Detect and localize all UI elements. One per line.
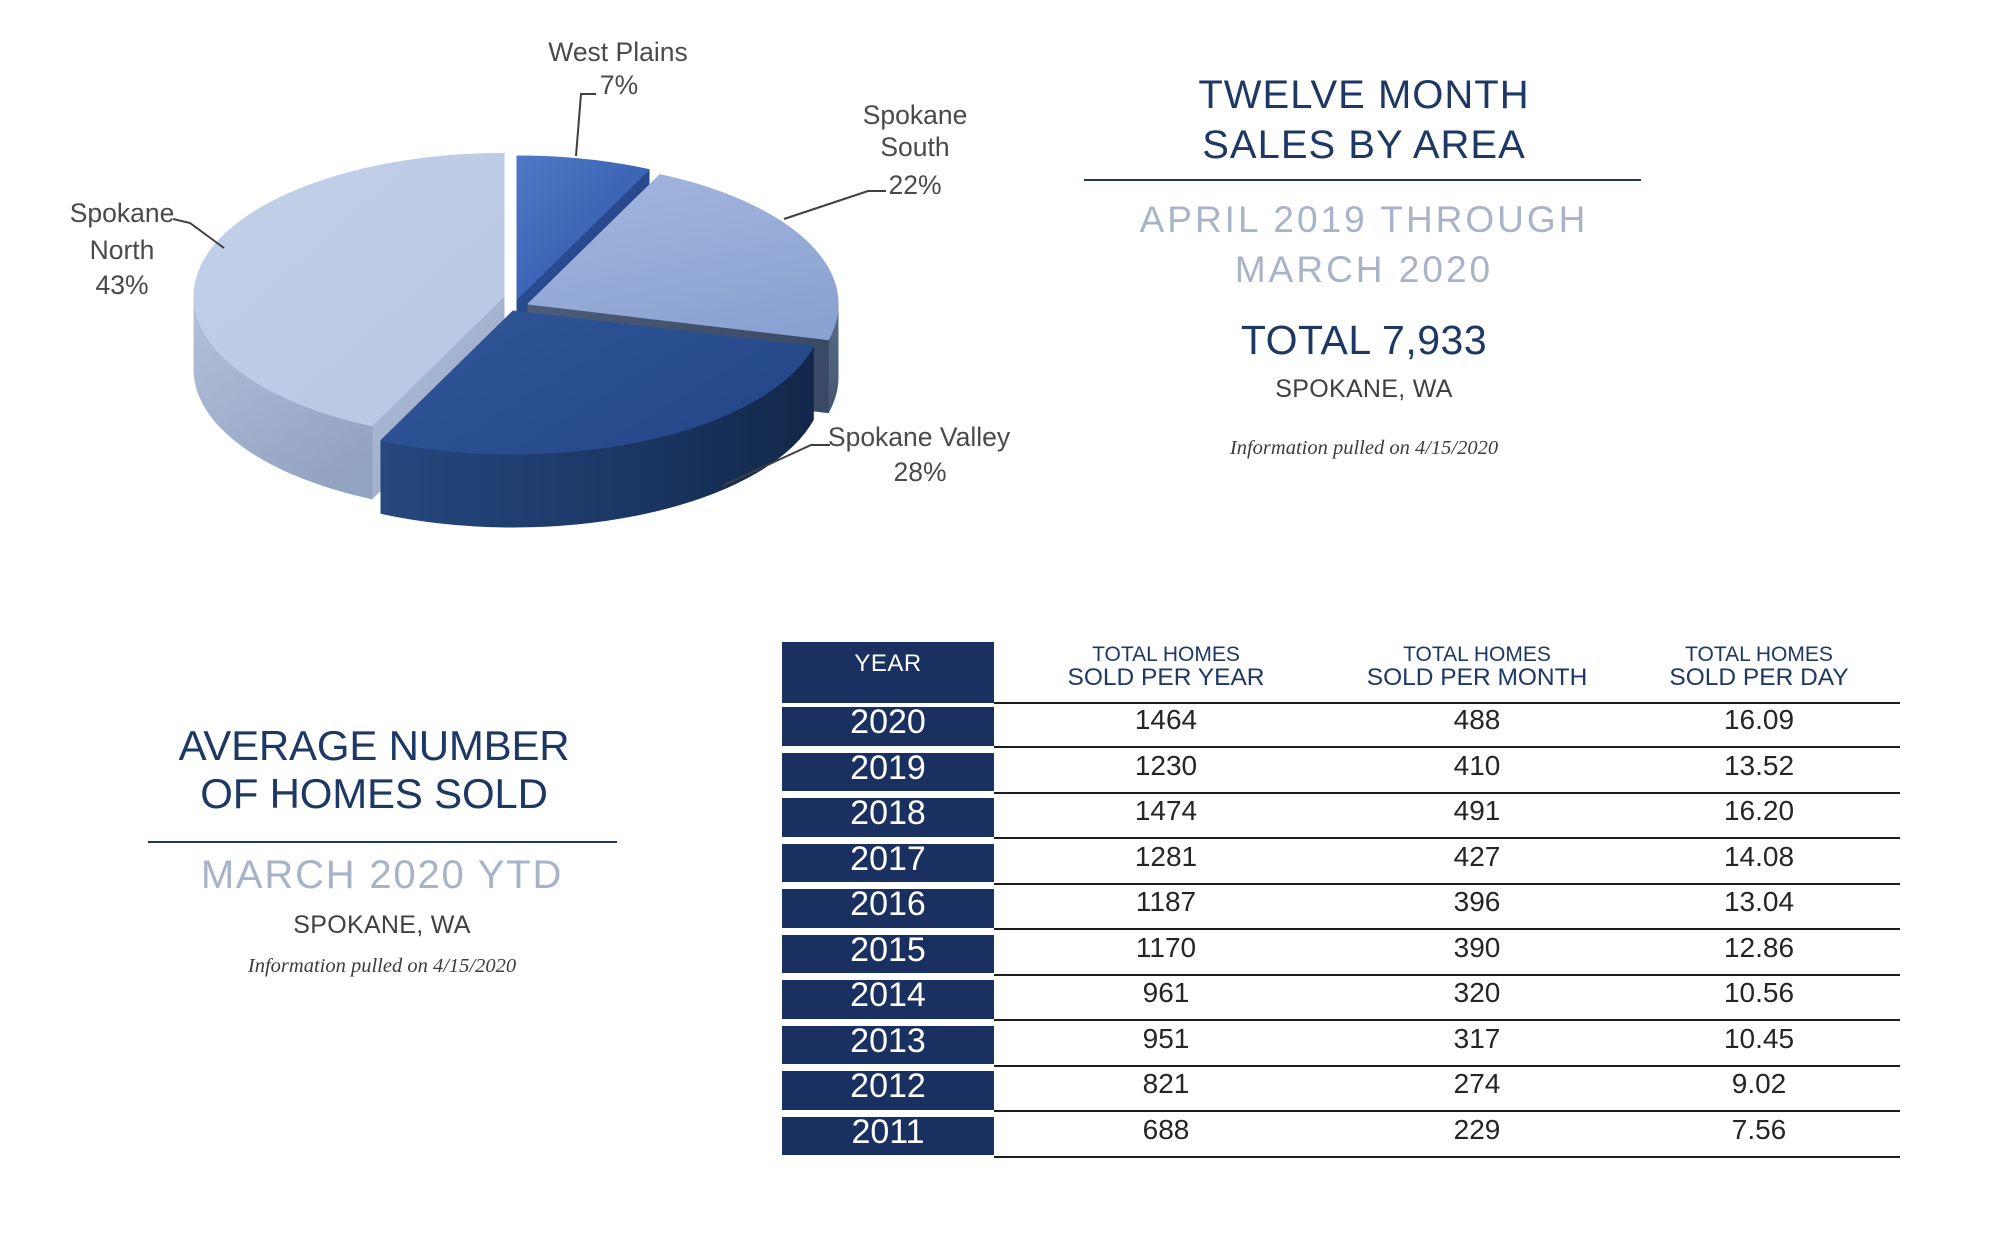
svg-text:7%: 7% <box>600 70 638 100</box>
svg-text:22%: 22% <box>888 170 941 200</box>
svg-text:South: South <box>880 132 949 162</box>
svg-text:43%: 43% <box>95 270 148 300</box>
svg-text:Spokane: Spokane <box>70 198 175 228</box>
svg-text:West Plains: West Plains <box>548 37 687 67</box>
svg-text:Spokane Valley: Spokane Valley <box>828 422 1011 452</box>
svg-text:North: North <box>90 235 155 265</box>
svg-text:28%: 28% <box>893 457 946 487</box>
svg-text:Spokane: Spokane <box>863 100 968 130</box>
